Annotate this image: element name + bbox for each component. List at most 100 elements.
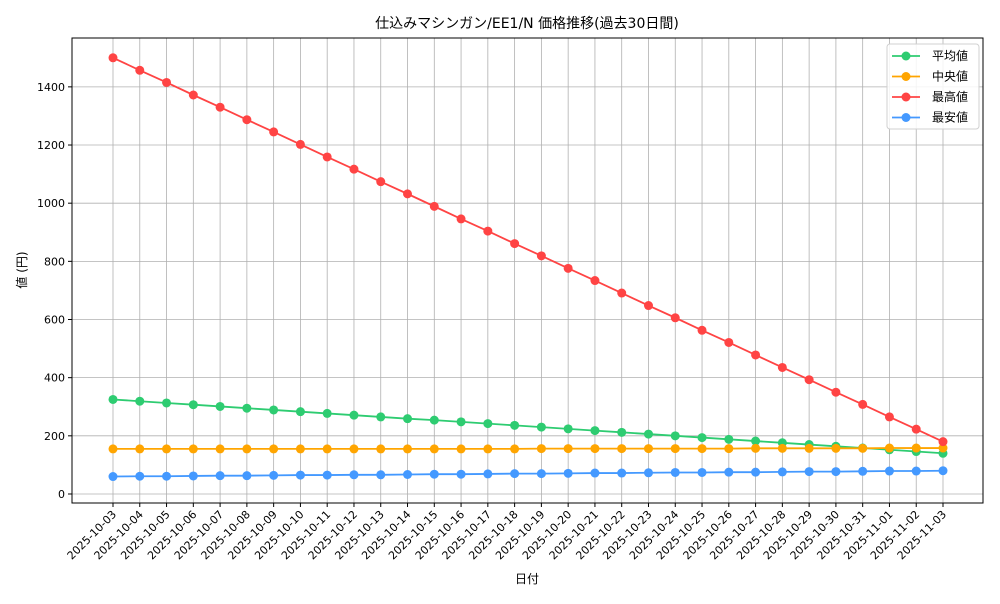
data-point: [670, 431, 680, 441]
legend-label: 最安値: [932, 110, 968, 125]
data-point: [563, 444, 573, 454]
data-point: [135, 471, 145, 481]
data-point: [242, 471, 252, 481]
data-point: [911, 466, 921, 476]
data-point: [724, 434, 734, 444]
plot-frame: [71, 37, 984, 504]
data-point: [242, 403, 252, 413]
data-point: [162, 444, 172, 454]
data-point: [322, 444, 332, 454]
data-point: [884, 443, 894, 453]
data-point: [670, 313, 680, 323]
data-point: [777, 362, 787, 372]
y-axis-label: 値 (円): [14, 251, 29, 288]
data-point: [349, 470, 359, 480]
data-point: [188, 400, 198, 410]
data-point: [938, 466, 948, 476]
data-point: [884, 466, 894, 476]
data-point: [831, 387, 841, 397]
data-point: [563, 468, 573, 478]
data-point: [215, 401, 225, 411]
data-point: [563, 424, 573, 434]
data-point: [456, 469, 466, 479]
data-point: [536, 444, 546, 454]
legend-marker: [901, 72, 911, 81]
data-point: [751, 467, 761, 477]
legend-marker: [901, 51, 911, 61]
data-point: [215, 102, 225, 112]
data-point: [724, 337, 734, 347]
data-point: [242, 444, 252, 454]
data-point: [483, 469, 493, 479]
data-point: [510, 420, 520, 430]
legend-label: 中央値: [932, 69, 968, 84]
data-point: [295, 470, 305, 480]
data-point: [429, 201, 439, 211]
data-point: [215, 444, 225, 454]
data-point: [295, 444, 305, 454]
data-point: [670, 467, 680, 477]
data-point: [590, 444, 600, 454]
data-point: [724, 444, 734, 454]
data-point: [456, 214, 466, 224]
data-point: [403, 414, 413, 424]
data-point: [643, 429, 653, 439]
legend-label: 最高値: [932, 89, 968, 104]
data-point: [349, 444, 359, 454]
data-point: [777, 443, 787, 453]
data-point: [215, 471, 225, 481]
series-0: [108, 394, 948, 458]
data-point: [349, 164, 359, 174]
data-point: [938, 437, 948, 447]
data-point: [938, 443, 948, 453]
data-point: [376, 177, 386, 187]
data-point: [858, 466, 868, 476]
data-point: [643, 301, 653, 311]
series-line: [112, 56, 944, 443]
data-point: [804, 467, 814, 477]
data-point: [697, 325, 707, 335]
data-point: [269, 470, 279, 480]
y-tick-label: 1000: [37, 197, 65, 210]
data-point: [751, 443, 761, 453]
data-point: [162, 398, 172, 408]
data-point: [858, 399, 868, 409]
legend-marker: [901, 113, 911, 122]
data-point: [135, 65, 145, 75]
data-point: [322, 408, 332, 418]
data-point: [617, 288, 627, 298]
data-point: [108, 444, 118, 454]
data-point: [804, 375, 814, 385]
data-point: [858, 443, 868, 453]
data-point: [429, 444, 439, 454]
legend-box: [886, 43, 980, 130]
data-point: [590, 426, 600, 436]
data-point: [403, 470, 413, 480]
data-point: [670, 444, 680, 454]
series-1: [108, 443, 948, 454]
data-point: [804, 443, 814, 453]
axes: 2025-10-032025-10-042025-10-052025-10-06…: [37, 81, 949, 562]
data-point: [483, 444, 493, 454]
data-point: [483, 419, 493, 429]
data-point: [349, 410, 359, 420]
series-2: [108, 53, 948, 447]
data-point: [429, 415, 439, 425]
data-point: [376, 412, 386, 422]
data-point: [911, 424, 921, 434]
data-point: [242, 115, 252, 125]
y-tick-label: 400: [44, 372, 65, 385]
data-point: [429, 469, 439, 479]
data-point: [536, 422, 546, 432]
data-point: [697, 433, 707, 443]
data-point: [831, 467, 841, 477]
data-point: [135, 444, 145, 454]
data-point: [162, 471, 172, 481]
data-point: [135, 396, 145, 406]
data-point: [269, 405, 279, 415]
data-point: [108, 394, 118, 404]
data-point: [403, 189, 413, 199]
series-line: [112, 398, 944, 455]
data-point: [108, 472, 118, 482]
